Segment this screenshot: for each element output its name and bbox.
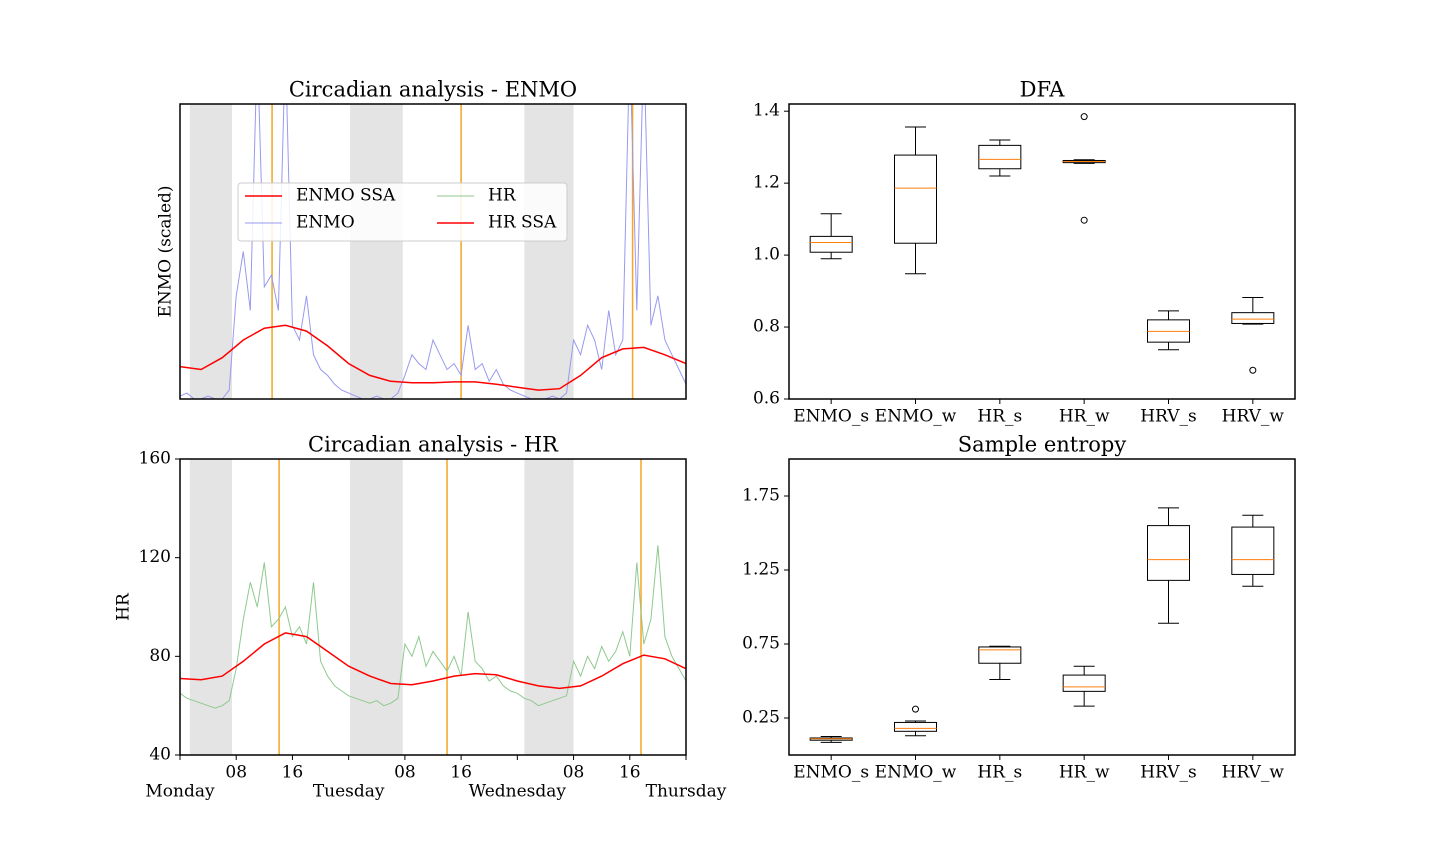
x-major-label: Wednesday	[469, 782, 567, 802]
subplot: Sample entropy 0.25 0.75 1.25 1.75 ENMO_s ENMO…	[742, 433, 1296, 783]
y-tick-label: 0.75	[742, 634, 780, 654]
x-tick-label: ENMO_w	[875, 407, 957, 427]
x-tick-label: 16	[619, 763, 641, 783]
flier	[1080, 216, 1088, 224]
x-major-label: Thursday	[646, 782, 727, 802]
subplot: Circadian analysis - HR 40 80 120 160 08 16 08 1…	[114, 433, 727, 802]
y-axis-label: ENMO (scaled)	[156, 185, 176, 317]
axes-frame	[788, 458, 1296, 756]
night-span	[350, 104, 403, 399]
x-tick-label: HR_w	[1059, 763, 1110, 783]
x-tick-label: HRV_s	[1140, 763, 1197, 783]
chart-title: DFA	[1020, 78, 1066, 102]
box	[894, 154, 937, 244]
night-span	[189, 459, 233, 755]
x-major-label: Monday	[145, 782, 215, 802]
y-tick-label: 1.4	[753, 101, 780, 121]
x-tick-label: ENMO_s	[793, 763, 869, 783]
chart-title: Circadian analysis - HR	[308, 433, 559, 457]
series-line	[180, 632, 686, 690]
y-axis-label: HR	[114, 592, 134, 621]
night-span	[524, 104, 574, 399]
x-tick-label: HR_s	[977, 763, 1022, 783]
x-tick-label: HR_w	[1059, 407, 1110, 427]
x-tick-label: 16	[282, 763, 304, 783]
plot-area	[180, 459, 686, 755]
x-tick-label: 08	[394, 763, 416, 783]
y-tick-label: 1.0	[753, 245, 780, 265]
legend: ENMO SSA ENMO HR HR SSA	[237, 182, 568, 242]
plot-area	[180, 104, 686, 399]
x-tick-label: HR_s	[977, 407, 1022, 427]
legend-label: ENMO SSA	[296, 186, 396, 206]
axes-frame	[788, 103, 1296, 400]
y-tick-label: 1.2	[753, 173, 780, 193]
chart-title: Circadian analysis - ENMO	[289, 78, 577, 102]
legend-label: HR	[488, 186, 517, 206]
x-tick-label: 16	[450, 763, 472, 783]
y-tick-label: 40	[149, 745, 171, 765]
x-major-label: Tuesday	[313, 782, 385, 802]
y-tick-label: 0.6	[753, 389, 780, 409]
axes-frame	[179, 458, 687, 756]
series-line	[180, 324, 686, 391]
night-span	[189, 104, 233, 399]
x-tick-label: 08	[225, 763, 247, 783]
chart-title: Sample entropy	[958, 433, 1127, 457]
x-tick-label: ENMO_w	[875, 763, 957, 783]
subplot: Circadian analysis - ENMO ENMO (scaled)	[156, 78, 687, 400]
legend-label: ENMO	[296, 213, 355, 233]
y-tick-label: 160	[139, 449, 171, 469]
x-tick-label: HRV_s	[1140, 407, 1197, 427]
legend-label: HR SSA	[488, 213, 557, 233]
x-tick-label: 08	[563, 763, 585, 783]
x-tick-label: HRV_w	[1222, 763, 1285, 783]
axes-frame	[179, 103, 687, 400]
box	[894, 721, 937, 732]
subplot: DFA 0.6 0.8 1.0 1.2 1.4 ENMO_s ENMO_w HR_s HR_w HR…	[753, 78, 1296, 427]
flier	[1080, 113, 1088, 121]
night-span	[350, 459, 403, 755]
y-tick-label: 1.75	[742, 486, 780, 506]
box	[1062, 674, 1106, 692]
y-tick-label: 1.25	[742, 560, 780, 580]
box	[1147, 525, 1190, 581]
box	[1231, 312, 1275, 324]
x-tick-label: ENMO_s	[793, 407, 869, 427]
box	[809, 235, 853, 253]
y-tick-label: 0.8	[753, 317, 780, 337]
series-line	[180, 104, 686, 399]
x-tick-label: HRV_w	[1222, 407, 1285, 427]
series-line	[180, 545, 686, 709]
y-tick-label: 120	[139, 547, 171, 567]
box	[978, 646, 1022, 664]
legend-frame	[237, 182, 568, 242]
box	[978, 144, 1022, 170]
night-span	[524, 459, 574, 755]
flier	[1249, 366, 1257, 374]
flier	[912, 705, 919, 713]
y-tick-label: 80	[149, 646, 171, 666]
box	[1231, 526, 1275, 575]
y-tick-label: 0.25	[742, 708, 780, 728]
